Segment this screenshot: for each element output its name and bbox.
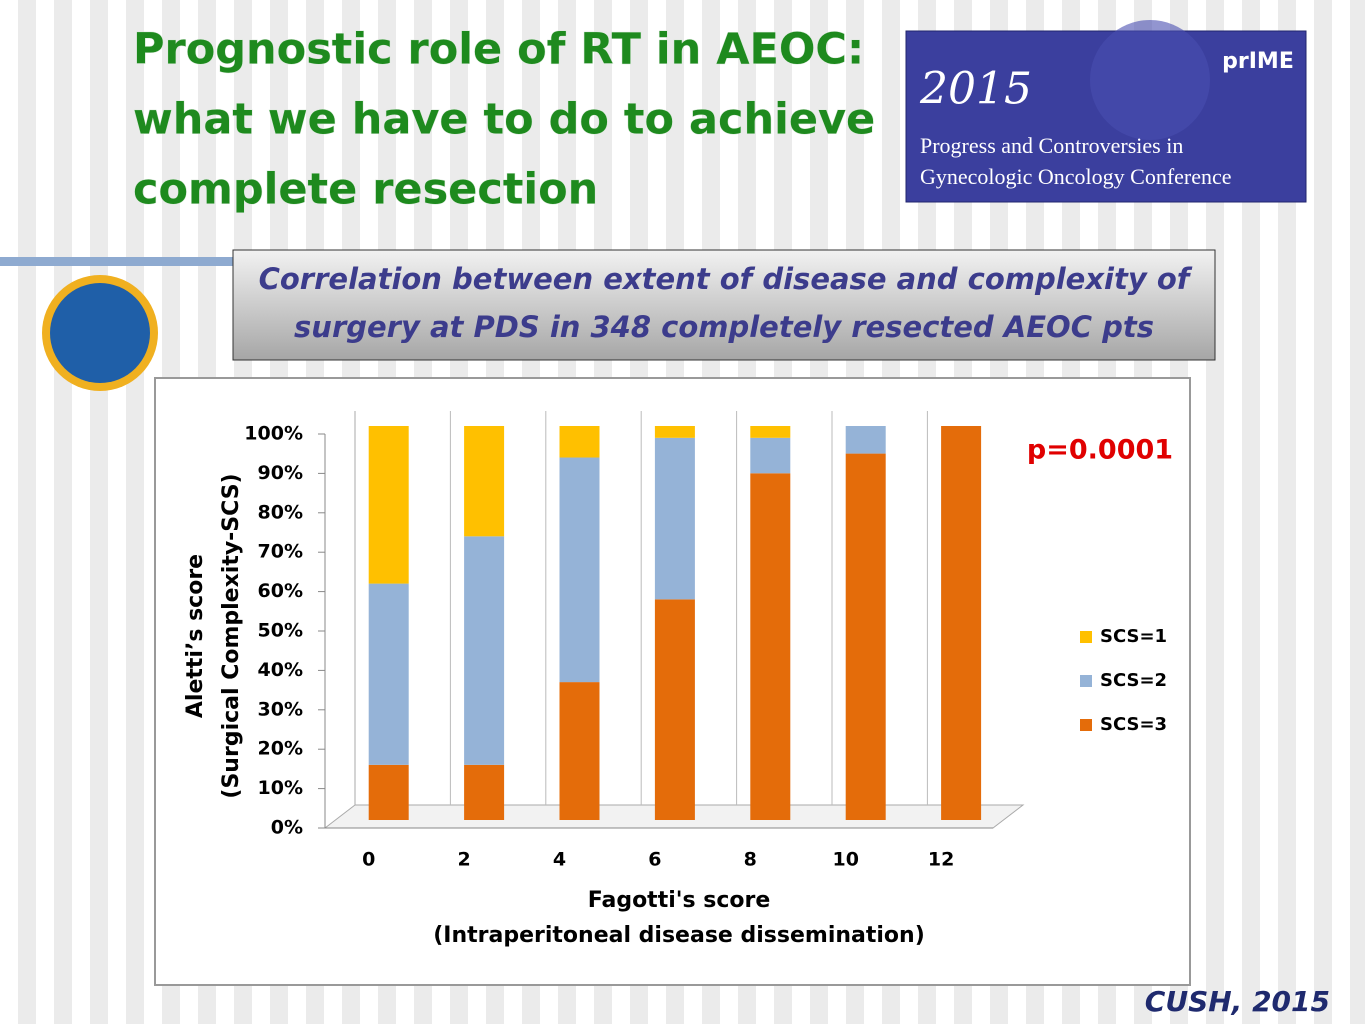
- conference-year: 2015: [919, 64, 1032, 115]
- y-tick-label: 70%: [258, 541, 303, 563]
- legend-label: SCS=2: [1100, 670, 1167, 691]
- subtitle-box: [232, 249, 1216, 361]
- y-tick-label: 0%: [271, 817, 303, 839]
- subtitle-line: Correlation between extent of disease an…: [259, 262, 1193, 296]
- subtitle-line: surgery at PDS in 348 completely resecte…: [294, 310, 1154, 344]
- x-tick-label: 2: [457, 849, 470, 871]
- legend-swatch: [1080, 719, 1092, 731]
- decor: [1090, 20, 1210, 140]
- y-tick-label: 100%: [244, 423, 303, 445]
- bar-segment: [368, 764, 409, 820]
- y-axis-label: Aletti’s score: [183, 554, 208, 718]
- bar-segment: [845, 426, 886, 454]
- annotation: p=0.0001: [1027, 435, 1173, 466]
- x-tick-label: 0: [362, 849, 375, 871]
- bar-segment: [559, 426, 600, 458]
- x-tick-label: 4: [553, 849, 566, 871]
- bar-segment: [368, 583, 409, 765]
- conference-line: Gynecologic Oncology Conference: [920, 164, 1232, 189]
- bar-segment: [750, 426, 791, 438]
- bar-segment: [654, 426, 695, 438]
- x-tick-label: 8: [744, 849, 757, 871]
- y-tick-label: 90%: [258, 462, 303, 484]
- x-tick-label: 6: [648, 849, 661, 871]
- bar-segment: [464, 536, 505, 765]
- bar-segment: [941, 426, 982, 820]
- y-tick-label: 60%: [258, 580, 303, 602]
- legend-label: SCS=3: [1100, 714, 1167, 735]
- y-axis-label: (Surgical Complexity-SCS): [219, 473, 244, 798]
- bar-segment: [750, 473, 791, 820]
- conference-line: Progress and Controversies in: [920, 133, 1183, 158]
- bar-segment: [368, 426, 409, 584]
- x-tick-label: 12: [928, 849, 954, 871]
- y-tick-label: 10%: [258, 777, 303, 799]
- y-tick-label: 40%: [258, 659, 303, 681]
- x-axis-label: Fagotti's score: [588, 888, 771, 913]
- y-tick-label: 50%: [258, 620, 303, 642]
- title-line: complete resection: [133, 165, 598, 215]
- bar-segment: [559, 682, 600, 820]
- bar-segment: [559, 457, 600, 683]
- bar-segment: [464, 426, 505, 537]
- x-axis-label: (Intraperitoneal disease dissemination): [433, 923, 925, 948]
- bar-segment: [464, 764, 505, 820]
- x-tick-label: 10: [832, 849, 858, 871]
- legend-swatch: [1080, 675, 1092, 687]
- legend-swatch: [1080, 631, 1092, 643]
- conference-logo: prIME: [1222, 49, 1294, 74]
- y-tick-label: 20%: [258, 738, 303, 760]
- bar-segment: [750, 437, 791, 474]
- y-tick-label: 80%: [258, 501, 303, 523]
- title-line: what we have to do to achieve: [133, 95, 875, 145]
- bar-segment: [654, 599, 695, 820]
- bar-segment: [845, 453, 886, 820]
- divider: [0, 257, 233, 266]
- y-tick-label: 30%: [258, 698, 303, 720]
- footer: CUSH, 2015: [1145, 985, 1330, 1018]
- bar-segment: [654, 437, 695, 600]
- title-line: Prognostic role of RT in AEOC:: [133, 25, 864, 75]
- legend-label: SCS=1: [1100, 626, 1167, 647]
- university-logo-inner: [50, 283, 150, 383]
